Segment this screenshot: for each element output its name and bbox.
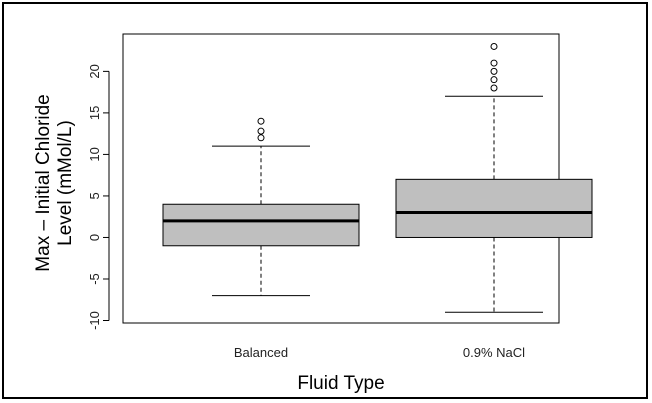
outlier-point [490,84,498,92]
outlier-point [490,59,498,67]
y-tick-label: 20 [87,64,102,78]
plot-area-border [122,33,560,324]
outlier-point [257,127,265,135]
box-balanced [162,117,360,297]
outlier-point [490,76,498,84]
y-tick-label: -10 [87,311,102,330]
x-axis-title: Fluid Type [297,373,384,394]
boxes-group [162,42,593,313]
x-tick-label: 0.9% NaCl [463,345,525,360]
y-tick-label: 5 [87,192,102,199]
outlier-point [490,67,498,75]
y-tick-label: 10 [87,147,102,161]
outlier-point [490,42,498,50]
box-nacl [395,42,593,313]
y-axis-title-line2: Level (mMol/L) [55,120,76,246]
y-axis: -10 -5 0 5 10 15 20 [87,64,110,330]
y-tick-label: 15 [87,106,102,120]
x-axis: Balanced 0.9% NaCl [234,345,525,360]
y-axis-title-line1: Max – Initial Chloride [33,94,54,271]
y-tick-label: 0 [87,234,102,241]
iqr-box [395,178,593,238]
y-tick-label: -5 [87,273,102,285]
iqr-box [162,203,360,247]
outlier-point [257,134,265,142]
x-tick-label: Balanced [234,345,288,360]
outlier-point [257,117,265,125]
